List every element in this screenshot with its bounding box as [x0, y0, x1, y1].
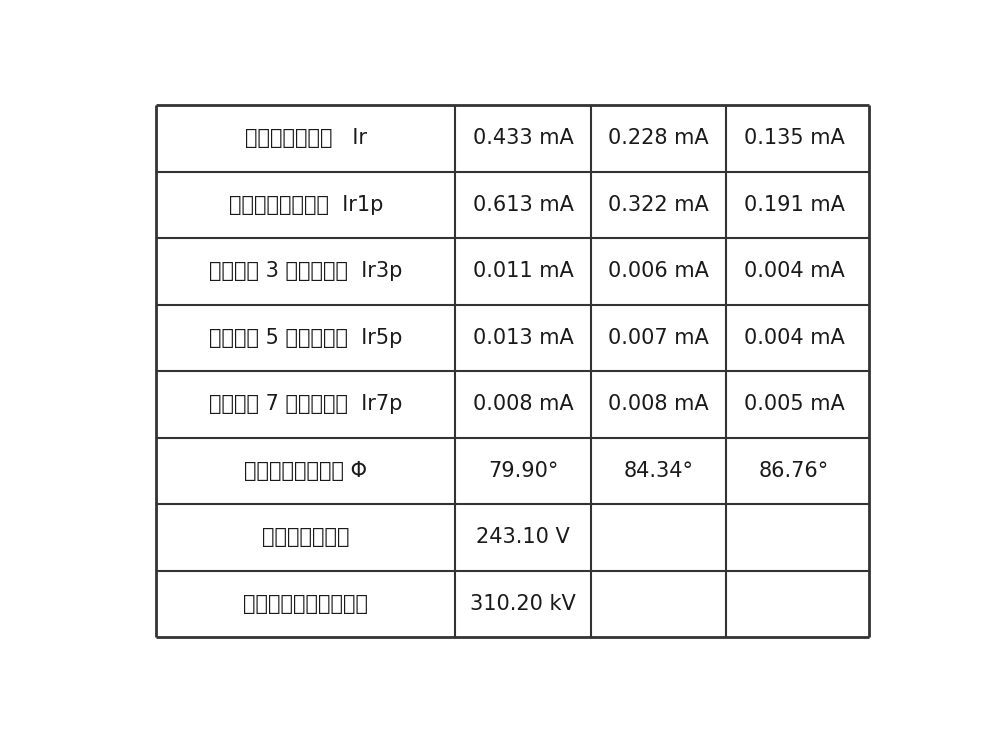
- Text: 0.007 mA: 0.007 mA: [608, 328, 709, 348]
- Text: 0.004 mA: 0.004 mA: [744, 262, 845, 282]
- Text: 0.011 mA: 0.011 mA: [473, 262, 574, 282]
- Text: 阻性电流 7 次谐波峰值  Ir7p: 阻性电流 7 次谐波峰值 Ir7p: [209, 395, 402, 415]
- Text: 84.34°: 84.34°: [624, 461, 694, 481]
- Text: 阻性电流基波峰值  Ir1p: 阻性电流基波峰值 Ir1p: [229, 195, 383, 215]
- Text: 0.005 mA: 0.005 mA: [744, 395, 845, 415]
- Text: 0.322 mA: 0.322 mA: [608, 195, 709, 215]
- Text: 0.228 mA: 0.228 mA: [608, 129, 709, 148]
- Text: 0.013 mA: 0.013 mA: [473, 328, 574, 348]
- Text: 243.10 V: 243.10 V: [476, 528, 570, 548]
- Text: 阻性电流 3 次谐波峰值  Ir3p: 阻性电流 3 次谐波峰值 Ir3p: [209, 262, 402, 282]
- Text: 0.008 mA: 0.008 mA: [473, 395, 574, 415]
- Text: 79.90°: 79.90°: [488, 461, 558, 481]
- Text: 0.006 mA: 0.006 mA: [608, 262, 709, 282]
- Text: 0.433 mA: 0.433 mA: [473, 129, 574, 148]
- Text: 310.20 kV: 310.20 kV: [470, 594, 576, 614]
- Text: 阻性电流 5 次谐波峰值  Ir5p: 阻性电流 5 次谐波峰值 Ir5p: [209, 328, 402, 348]
- Text: 0.135 mA: 0.135 mA: [744, 129, 845, 148]
- Text: 电流超前电压角度 Φ: 电流超前电压角度 Φ: [244, 461, 367, 481]
- Text: 0.191 mA: 0.191 mA: [744, 195, 845, 215]
- Text: 供电电压有效值: 供电电压有效值: [262, 528, 349, 548]
- Text: 86.76°: 86.76°: [759, 461, 829, 481]
- Text: 母线相电压一次有效值: 母线相电压一次有效值: [243, 594, 368, 614]
- Text: 0.008 mA: 0.008 mA: [608, 395, 709, 415]
- Text: 0.004 mA: 0.004 mA: [744, 328, 845, 348]
- Text: 阻性电流有效值   Ir: 阻性电流有效值 Ir: [245, 129, 367, 148]
- Text: 0.613 mA: 0.613 mA: [473, 195, 574, 215]
